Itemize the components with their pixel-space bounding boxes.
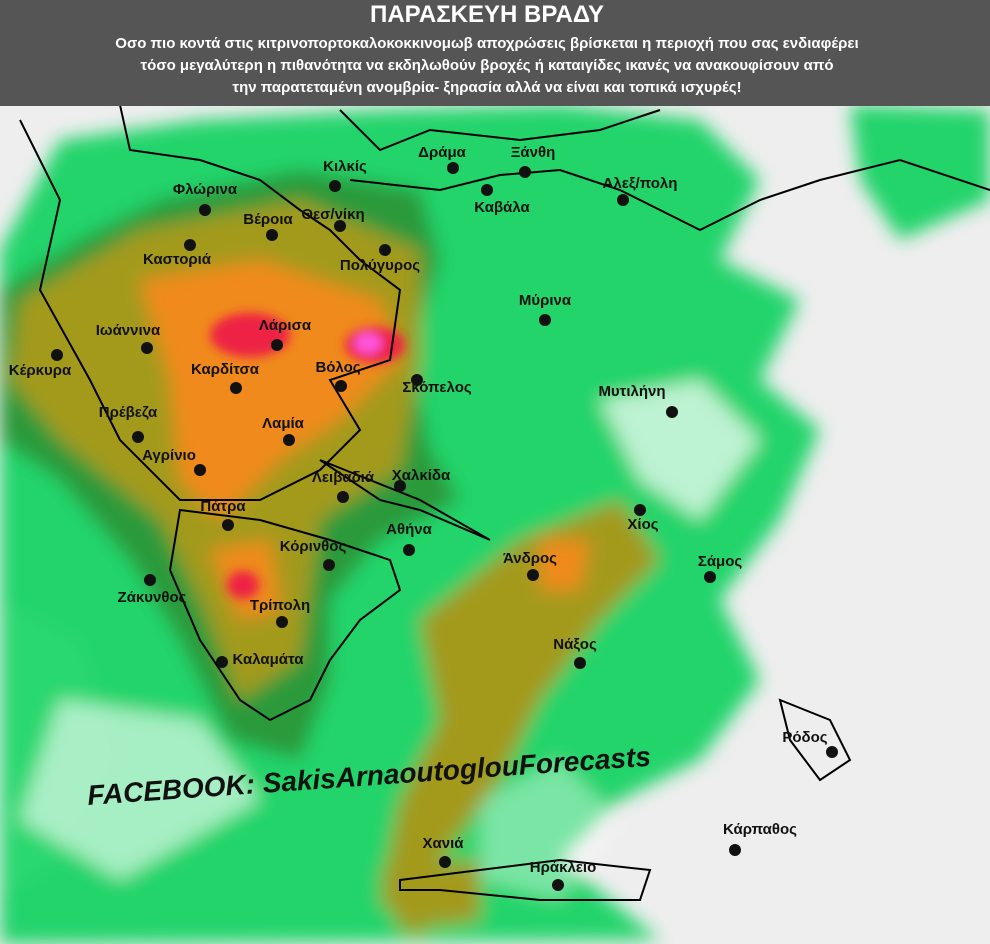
city-dot <box>617 194 629 206</box>
city-dot <box>216 656 228 668</box>
city-dot <box>552 879 564 891</box>
coastlines <box>19 104 990 901</box>
city-dot <box>481 184 493 196</box>
city-label: Μύρινα <box>519 292 572 309</box>
city-label: Χανιά <box>423 835 465 852</box>
city-label: Κόρινθος <box>280 538 347 555</box>
city-label: Πρέβεζα <box>99 404 158 421</box>
header-band <box>0 0 990 106</box>
city-label: Καρδίτσα <box>191 361 260 378</box>
description-line: τόσο μεγαλύτερη η πιθανότητα να εκδηλωθο… <box>140 57 833 74</box>
city-label: Λειβαδιά <box>312 469 375 486</box>
city-label: Κέρκυρα <box>9 362 72 379</box>
city-dot <box>199 204 211 216</box>
city-dot <box>222 519 234 531</box>
city-label: Σάμος <box>698 553 743 570</box>
city-dot <box>337 491 349 503</box>
city-label: Σκόπελος <box>402 379 472 396</box>
city-dot <box>519 166 531 178</box>
city-label: Πολύγυρος <box>340 257 420 274</box>
city-dot <box>539 314 551 326</box>
city-dot <box>283 434 295 446</box>
city-label: Μυτιλήνη <box>598 383 665 400</box>
city-label: Θεσ/νίκη <box>301 206 364 223</box>
city-dot <box>826 746 838 758</box>
city-label: Καστοριά <box>143 251 212 268</box>
city-label: Βέροια <box>243 211 293 228</box>
city-dot <box>447 162 459 174</box>
city-dot <box>276 616 288 628</box>
city-dot <box>439 856 451 868</box>
city-dot <box>144 574 156 586</box>
cities: Δράμα Ξάνθη Αλεξ/πολη Κιλκίς Φλώρινα Βέροια Θε… <box>9 144 838 891</box>
city-dot <box>527 569 539 581</box>
city-label: Άνδρος <box>503 550 557 567</box>
city-dot <box>141 342 153 354</box>
city-dot <box>51 349 63 361</box>
city-dot <box>323 559 335 571</box>
city-dot <box>729 844 741 856</box>
city-dot <box>394 480 406 492</box>
city-label: Νάξος <box>553 636 597 653</box>
city-label: Καβάλα <box>474 199 530 216</box>
city-dot <box>403 544 415 556</box>
city-label: Ιωάννινα <box>96 322 161 339</box>
city-dot <box>230 382 242 394</box>
precipitation <box>0 105 990 944</box>
city-dot <box>574 657 586 669</box>
city-label: Λάρισα <box>259 317 312 334</box>
city-label: Αθήνα <box>386 521 432 538</box>
city-dot <box>184 239 196 251</box>
city-dot <box>411 374 423 386</box>
city-label: Ζάκυνθος <box>118 589 187 606</box>
city-label: Κιλκίς <box>323 158 367 175</box>
city-label: Φλώρινα <box>173 181 238 198</box>
city-label: Πάτρα <box>200 498 246 515</box>
city-label: Ξάνθη <box>511 144 556 161</box>
city-dot <box>634 504 646 516</box>
city-label: Αλεξ/πολη <box>603 175 678 192</box>
city-label: Δράμα <box>418 144 466 161</box>
city-label: Τρίπολη <box>250 597 310 614</box>
city-dot <box>266 229 278 241</box>
city-dot <box>132 431 144 443</box>
city-label: Καλαμάτα <box>233 651 305 668</box>
city-label: Αγρίνιο <box>142 447 196 464</box>
city-dot <box>704 571 716 583</box>
title: ΠΑΡΑΣΚΕΥΗ ΒΡΑΔΥ <box>370 1 604 28</box>
city-dot <box>271 339 283 351</box>
city-label: Κάρπαθος <box>723 821 797 838</box>
city-label: Χίος <box>627 516 658 533</box>
city-dot <box>379 244 391 256</box>
city-dot <box>329 180 341 192</box>
city-label: Ηράκλειο <box>530 859 597 876</box>
city-dot <box>666 406 678 418</box>
city-label: Ρόδος <box>782 729 827 746</box>
city-dot <box>335 380 347 392</box>
city-dot <box>334 220 346 232</box>
city-label: Λαμία <box>262 415 305 432</box>
city-label: Χαλκίδα <box>392 467 451 484</box>
city-label: Βόλος <box>315 359 360 376</box>
description-line: Οσο πιο κοντά στις κιτρινοπορτοκαλοκοκκι… <box>115 35 858 52</box>
description-line: την παρατεταμένη ανομβρία- ξηρασία αλλά … <box>232 79 741 96</box>
city-dot <box>194 464 206 476</box>
